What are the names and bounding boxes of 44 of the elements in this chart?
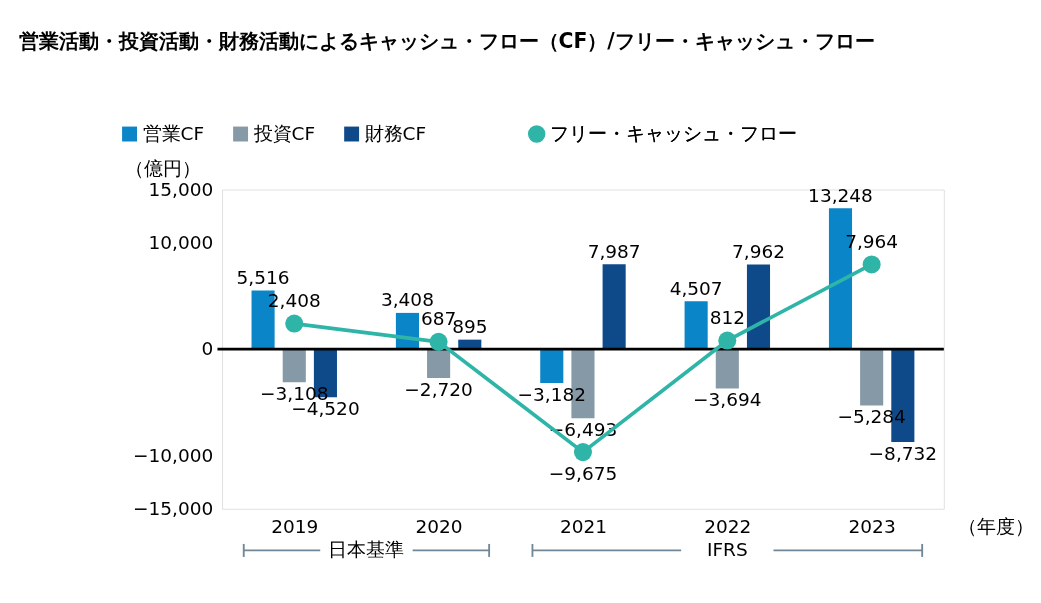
y-axis-title: （億円） (125, 158, 202, 180)
data-label: 3,408 (380, 289, 434, 311)
legend-label: 営業CF (142, 122, 205, 144)
legend-label: 財務CF (364, 122, 427, 144)
data-label: 13,248 (808, 184, 873, 206)
point (718, 331, 737, 350)
data-label: 7,987 (587, 240, 641, 262)
point (862, 255, 881, 274)
data-label: −2,720 (404, 378, 473, 400)
y-tick-label: −10,000 (133, 444, 214, 466)
data-label: −3,694 (693, 389, 762, 411)
legend-label: フリー・キャッシュ・フロー (549, 122, 797, 144)
x-tick-label: 2020 (415, 516, 463, 538)
y-tick-label: −15,000 (133, 497, 214, 519)
data-label: 812 (709, 306, 745, 328)
y-tick-label: 15,000 (148, 178, 214, 200)
bar (602, 264, 626, 350)
x-tick-label: 2021 (559, 516, 607, 538)
data-label: −3,182 (517, 383, 587, 405)
bar (860, 349, 884, 406)
y-tick-label: 0 (201, 338, 214, 360)
x-tick-label: 2023 (848, 516, 896, 538)
point (573, 443, 592, 462)
point (429, 332, 448, 351)
data-label: −8,732 (868, 442, 938, 464)
text: IFRS (706, 538, 748, 560)
bar (427, 349, 451, 379)
x-tick-label: 2022 (704, 516, 752, 538)
bar (746, 264, 771, 350)
chart-title: 営業活動・投資活動・財務活動によるキャッシュ・フロー（CF）/フリー・キャッシュ・フロー (18, 28, 875, 53)
bar (540, 349, 564, 384)
data-label: 4,507 (669, 277, 723, 299)
point (285, 314, 304, 333)
x-axis-title: （年度） (958, 516, 1035, 538)
data-label: 5,516 (236, 266, 290, 288)
bar (282, 349, 306, 383)
bar (684, 301, 708, 350)
y-tick-label: 10,000 (148, 231, 214, 253)
text: 日本基準 (328, 538, 405, 560)
legend-label: 投資CF (252, 122, 316, 144)
bar (715, 349, 739, 389)
data-label: −9,675 (548, 462, 618, 484)
x-tick-label: 2019 (271, 516, 319, 538)
data-label: 7,962 (732, 240, 785, 262)
